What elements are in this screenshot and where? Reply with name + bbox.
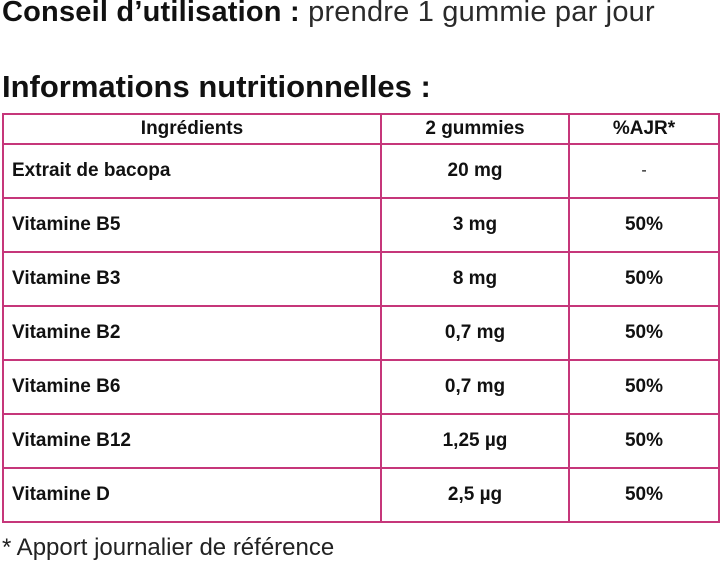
ingredient-ajr: 50% — [568, 305, 720, 361]
nutrition-table: Ingrédients 2 gummies %AJR* Extrait de b… — [2, 113, 720, 523]
nutrition-section-title: Informations nutritionnelles : — [2, 69, 431, 104]
ingredient-amount: 20 mg — [380, 143, 570, 199]
table-row: Extrait de bacopa 20 mg - — [2, 143, 720, 199]
header-ingredients: Ingrédients — [2, 113, 382, 145]
table-row: Vitamine B6 0,7 mg 50% — [2, 359, 720, 415]
ingredient-ajr: 50% — [568, 197, 720, 253]
table-header-row: Ingrédients 2 gummies %AJR* — [2, 113, 720, 145]
ingredient-name: Vitamine B6 — [2, 359, 382, 415]
ingredient-ajr: 50% — [568, 413, 720, 469]
ingredient-name: Vitamine B12 — [2, 413, 382, 469]
usage-label: Conseil d’utilisation : — [2, 0, 300, 28]
table-row: Vitamine B3 8 mg 50% — [2, 251, 720, 307]
ingredient-amount: 0,7 mg — [380, 359, 570, 415]
ingredient-amount: 2,5 µg — [380, 467, 570, 523]
ingredient-ajr: 50% — [568, 359, 720, 415]
usage-instructions: Conseil d’utilisation : prendre 1 gummie… — [2, 0, 702, 30]
header-quantity: 2 gummies — [380, 113, 570, 145]
ingredient-name: Vitamine B3 — [2, 251, 382, 307]
ingredient-ajr: - — [568, 143, 720, 199]
table-row: Vitamine B2 0,7 mg 50% — [2, 305, 720, 361]
ingredient-amount: 3 mg — [380, 197, 570, 253]
table-row: Vitamine B5 3 mg 50% — [2, 197, 720, 253]
footnote: * Apport journalier de référence — [2, 534, 335, 561]
ingredient-name: Vitamine B5 — [2, 197, 382, 253]
ingredient-amount: 0,7 mg — [380, 305, 570, 361]
ingredient-name: Extrait de bacopa — [2, 143, 382, 199]
header-ajr: %AJR* — [568, 113, 720, 145]
ingredient-amount: 8 mg — [380, 251, 570, 307]
ingredient-ajr: 50% — [568, 467, 720, 523]
ingredient-amount: 1,25 µg — [380, 413, 570, 469]
ingredient-ajr: 50% — [568, 251, 720, 307]
table-row: Vitamine B12 1,25 µg 50% — [2, 413, 720, 469]
ingredient-name: Vitamine B2 — [2, 305, 382, 361]
ingredient-name: Vitamine D — [2, 467, 382, 523]
table-row: Vitamine D 2,5 µg 50% — [2, 467, 720, 523]
usage-value: prendre 1 gummie par jour — [308, 0, 655, 28]
